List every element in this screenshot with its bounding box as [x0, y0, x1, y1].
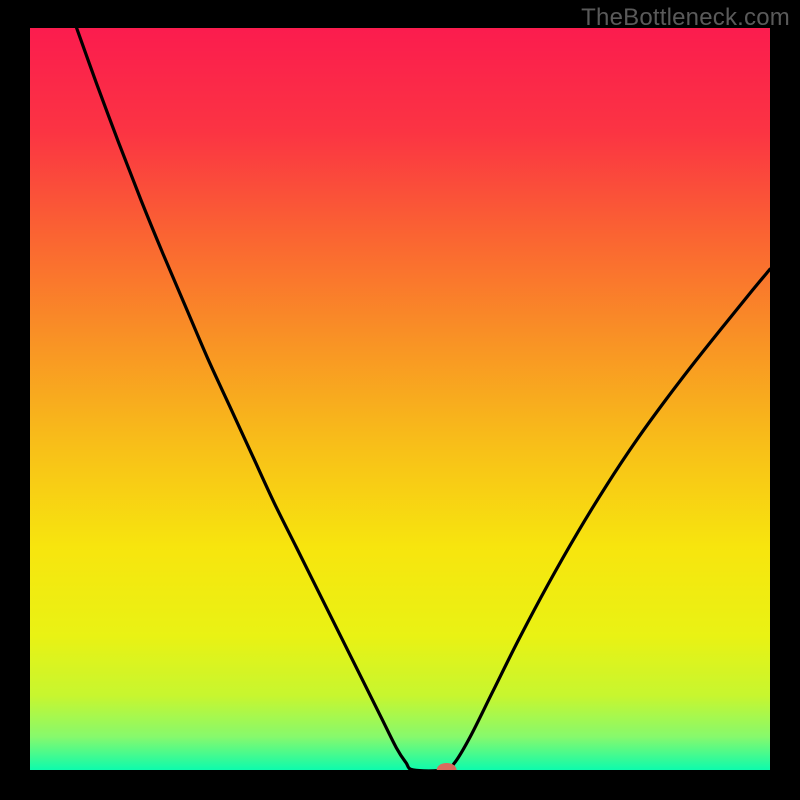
chart-frame: TheBottleneck.com	[0, 0, 800, 800]
chart-svg	[0, 0, 800, 800]
gradient-background	[30, 28, 770, 770]
plot-area	[30, 28, 770, 777]
